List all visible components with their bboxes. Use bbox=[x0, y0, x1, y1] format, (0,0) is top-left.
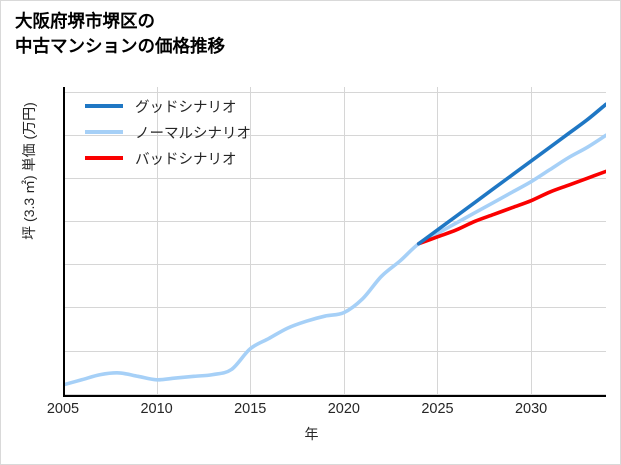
gridline-vertical bbox=[437, 87, 439, 397]
chart-title: 大阪府堺市堺区の 中古マンションの価格推移 bbox=[15, 11, 225, 56]
series-line-good bbox=[416, 102, 606, 246]
x-tick-label: 2005 bbox=[46, 401, 80, 417]
plot-frame bbox=[63, 87, 606, 397]
legend-color-swatch bbox=[85, 155, 123, 161]
plot-area bbox=[63, 87, 606, 397]
gridline-horizontal bbox=[63, 92, 606, 94]
x-tick-label: 2015 bbox=[234, 401, 267, 417]
gridline-horizontal bbox=[63, 264, 606, 266]
x-tick-label: 2025 bbox=[421, 401, 454, 417]
legend-color-swatch bbox=[85, 129, 123, 135]
legend-item[interactable]: グッドシナリオ bbox=[85, 93, 251, 119]
gridline-horizontal bbox=[63, 135, 606, 137]
chart-lines bbox=[63, 102, 606, 387]
legend-label: グッドシナリオ bbox=[135, 99, 237, 116]
gridline-horizontal bbox=[63, 350, 606, 352]
gridline-horizontal bbox=[63, 178, 606, 180]
chart-legend: グッドシナリオ ノーマルシナリオ バッドシナリオ bbox=[85, 93, 251, 171]
legend-color-swatch bbox=[85, 103, 123, 109]
gridline-horizontal bbox=[63, 221, 606, 223]
legend-item[interactable]: ノーマルシナリオ bbox=[85, 119, 251, 145]
legend-label: バッドシナリオ bbox=[135, 151, 237, 168]
y-axis-label: 坪 (3.3 ㎡) 単価 (万円) bbox=[21, 102, 37, 240]
gridline-horizontal bbox=[63, 307, 606, 309]
gridline-vertical bbox=[250, 87, 252, 397]
series-line-bad bbox=[416, 169, 606, 246]
x-axis-label: 年 bbox=[304, 426, 319, 442]
gridline-vertical bbox=[531, 87, 533, 397]
legend-item[interactable]: バッドシナリオ bbox=[85, 145, 251, 171]
gridline-horizontal bbox=[63, 393, 606, 395]
x-tick-label: 2020 bbox=[327, 401, 360, 417]
series-line-normal bbox=[63, 133, 606, 387]
gridline-vertical bbox=[343, 87, 345, 397]
gridline-vertical bbox=[156, 87, 158, 397]
x-tick-label: 2010 bbox=[140, 401, 173, 417]
x-tick-label: 2030 bbox=[514, 401, 548, 417]
legend-label: ノーマルシナリオ bbox=[135, 125, 251, 142]
